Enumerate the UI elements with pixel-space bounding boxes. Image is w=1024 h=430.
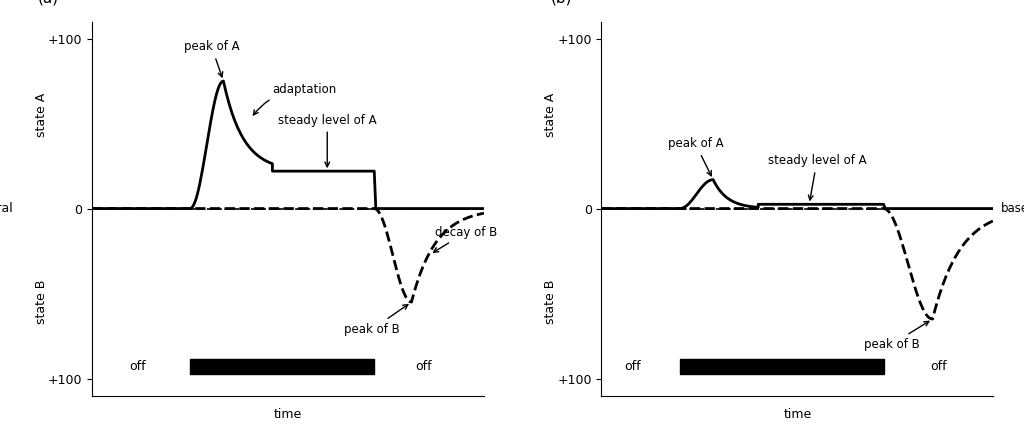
- Text: steady level of A: steady level of A: [278, 114, 377, 167]
- Text: off: off: [625, 360, 641, 373]
- Text: state A: state A: [544, 93, 557, 137]
- Text: (a): (a): [37, 0, 58, 6]
- Text: adaptation: adaptation: [253, 83, 337, 115]
- Text: neutral: neutral: [0, 202, 13, 215]
- Text: time: time: [783, 408, 811, 421]
- Text: peak of A: peak of A: [184, 40, 240, 77]
- Text: peak of A: peak of A: [668, 137, 723, 176]
- Text: state B: state B: [35, 280, 48, 324]
- Text: time: time: [274, 408, 302, 421]
- Text: steady level of A: steady level of A: [768, 154, 866, 200]
- Text: off: off: [415, 360, 431, 373]
- Text: state A: state A: [35, 93, 48, 137]
- Text: on: on: [274, 360, 290, 373]
- Text: (b): (b): [551, 0, 572, 6]
- Text: decay of B: decay of B: [433, 226, 498, 252]
- Text: state B: state B: [544, 280, 557, 324]
- Text: on: on: [774, 360, 790, 373]
- Text: peak of B: peak of B: [863, 321, 929, 351]
- Text: baseline: baseline: [1001, 202, 1024, 215]
- Text: off: off: [129, 360, 145, 373]
- Text: peak of B: peak of B: [344, 304, 408, 336]
- Text: off: off: [930, 360, 947, 373]
